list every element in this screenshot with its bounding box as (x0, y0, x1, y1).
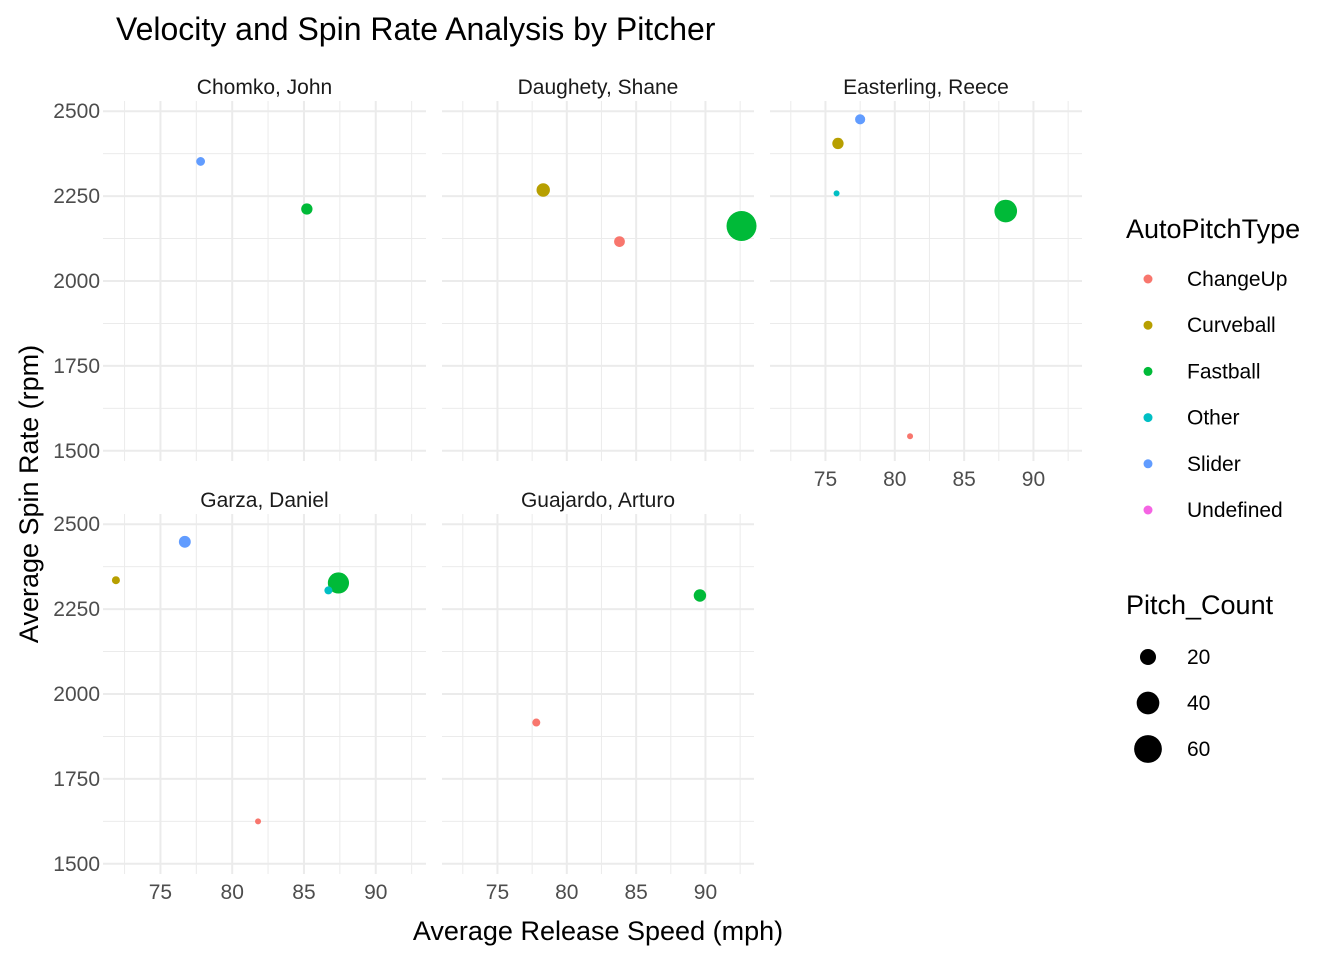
x-tick-label: 90 (1022, 468, 1045, 491)
y-tick-label: 2250 (53, 185, 100, 208)
y-tick-label: 2000 (53, 683, 100, 706)
legend: AutoPitchType ChangeUp Curveball Fastball O… (1126, 214, 1300, 763)
legend-label: Undefined (1187, 499, 1283, 522)
x-tick-label: 75 (486, 881, 509, 904)
color-legend-title: AutoPitchType (1126, 214, 1300, 244)
x-tick-label: 90 (694, 881, 717, 904)
facet-label: Easterling, Reece (843, 76, 1009, 99)
size-legend-key (1136, 691, 1160, 715)
size-legend-title: Pitch_Count (1126, 590, 1274, 620)
facet-panel: Easterling, Reece 75 80 85 90 (770, 76, 1082, 491)
data-point (994, 199, 1018, 223)
x-tick-label: 90 (364, 881, 387, 904)
data-point (255, 818, 262, 825)
data-point (324, 586, 333, 595)
x-tick-label: 75 (814, 468, 837, 491)
legend-key-changeup (1143, 274, 1153, 284)
x-tick-label: 80 (555, 881, 578, 904)
x-tick-label: 80 (883, 468, 906, 491)
chart-title: Velocity and Spin Rate Analysis by Pitch… (116, 11, 716, 47)
facet-label: Guajardo, Arturo (521, 489, 675, 512)
facet-panel: Chomko, John 1500 1750 2000 2250 2500 (53, 76, 426, 463)
legend-key-fastball (1143, 366, 1153, 376)
data-point (196, 157, 206, 166)
facet-label: Daughety, Shane (518, 76, 679, 99)
x-tick-label: 85 (624, 881, 647, 904)
data-point (532, 718, 541, 727)
legend-key-curveball (1143, 320, 1153, 330)
legend-label: Curveball (1187, 314, 1276, 337)
data-point (907, 433, 914, 440)
data-point (832, 137, 844, 150)
facet-panel: Daughety, Shane (442, 76, 757, 461)
x-axis-label: Average Release Speed (mph) (413, 916, 783, 946)
y-axis-label: Average Spin Rate (rpm) (14, 345, 44, 643)
data-point (327, 572, 350, 594)
data-point (693, 589, 707, 602)
legend-label: Other (1187, 407, 1240, 430)
y-tick-label: 2250 (53, 598, 100, 621)
facet-label: Garza, Daniel (200, 489, 328, 512)
y-tick-label: 1500 (53, 440, 100, 463)
data-point (726, 210, 757, 241)
color-legend-items: ChangeUp Curveball Fastball Other Slider Unde… (1143, 268, 1287, 522)
data-point (855, 114, 866, 125)
facet-label: Chomko, John (197, 76, 332, 99)
y-tick-label: 2500 (53, 513, 100, 536)
facet-panel: Garza, Daniel 1500 1750 2000 2250 2500 75 80 85 9… (53, 489, 426, 904)
size-legend-items: 20 40 60 (1134, 646, 1210, 763)
x-tick-label: 75 (149, 881, 172, 904)
facet-panel: Guajardo, Arturo 75 80 85 90 (442, 489, 754, 904)
y-tick-label: 1500 (53, 853, 100, 876)
x-tick-label: 85 (952, 468, 975, 491)
data-point (178, 535, 191, 548)
legend-label: ChangeUp (1187, 268, 1287, 291)
y-tick-label: 2500 (53, 100, 100, 123)
y-tick-label: 2000 (53, 270, 100, 293)
x-tick-label: 85 (292, 881, 315, 904)
size-legend-label: 60 (1187, 738, 1210, 761)
facet-panels: Chomko, John 1500 1750 2000 2250 2500 Daughety… (53, 76, 1082, 904)
data-point (111, 576, 120, 585)
legend-label: Slider (1187, 453, 1241, 476)
legend-label: Fastball (1187, 360, 1261, 383)
x-tick-label: 80 (221, 881, 244, 904)
size-legend-label: 40 (1187, 692, 1210, 715)
data-point (301, 203, 313, 215)
data-point (536, 183, 550, 197)
size-legend-key (1134, 735, 1162, 763)
size-legend-key (1139, 648, 1157, 666)
y-tick-label: 1750 (53, 355, 100, 378)
data-point (833, 190, 840, 197)
size-legend-label: 20 (1187, 646, 1210, 669)
y-tick-label: 1750 (53, 768, 100, 791)
legend-key-undefined (1143, 505, 1153, 515)
legend-key-slider (1143, 459, 1153, 469)
data-point (614, 236, 625, 247)
legend-key-other (1143, 413, 1153, 423)
